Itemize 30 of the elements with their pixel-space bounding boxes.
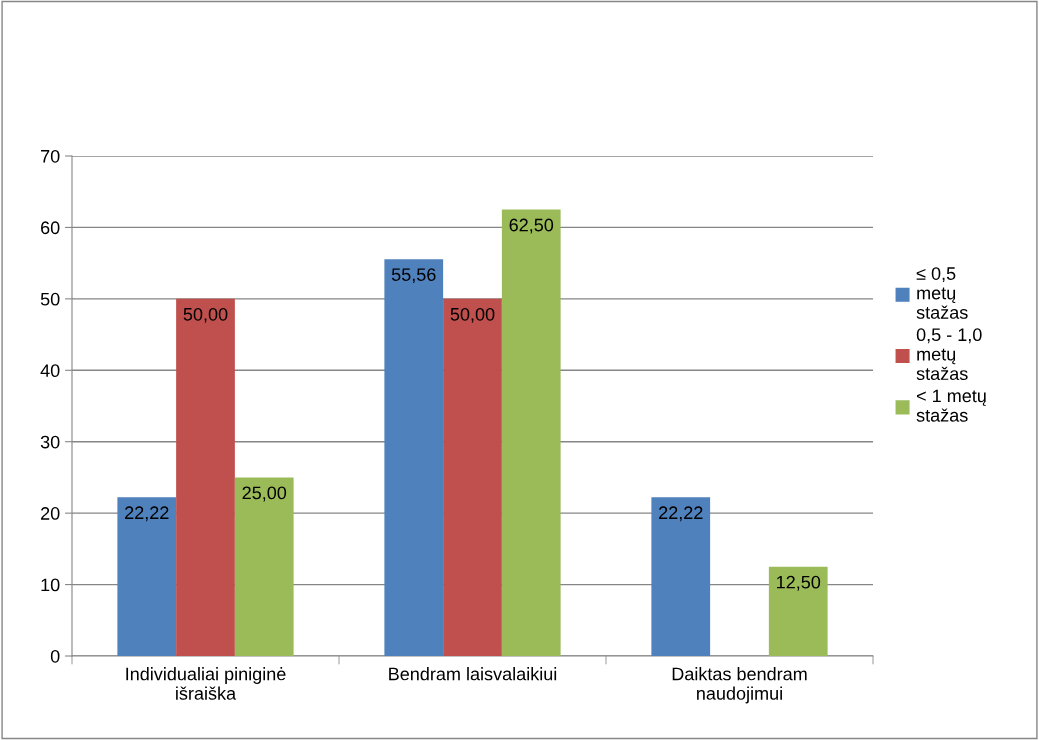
bar bbox=[443, 298, 502, 656]
y-tick-label: 10 bbox=[41, 578, 60, 592]
x-tick-label: Individualiai piniginė išraiška bbox=[126, 667, 286, 700]
x-tick-label: Daiktas bendram naudojimui bbox=[672, 667, 807, 704]
legend-label: 0,5 - 1,0 metų stažas bbox=[916, 328, 982, 381]
bar bbox=[501, 209, 561, 656]
bar bbox=[117, 497, 177, 656]
data-label: 55,56 bbox=[391, 268, 436, 284]
y-tick-label: 60 bbox=[41, 221, 60, 235]
bar bbox=[768, 566, 828, 656]
data-label: 22,22 bbox=[125, 506, 169, 522]
data-label: 22,22 bbox=[659, 506, 703, 522]
y-tick-label: 30 bbox=[40, 435, 60, 449]
data-label: 12,50 bbox=[777, 575, 821, 591]
data-label: 50,00 bbox=[450, 307, 495, 323]
x-tick-label: Bendram laisvalaikiui bbox=[389, 667, 557, 681]
data-label: 25,00 bbox=[242, 486, 287, 502]
bar bbox=[176, 298, 235, 656]
bar bbox=[234, 477, 294, 656]
y-tick-label: 40 bbox=[40, 364, 60, 378]
y-tick-label: 20 bbox=[41, 507, 60, 520]
legend-label: ≤ 0,5 metų stažas bbox=[916, 267, 968, 319]
data-label: 50,00 bbox=[183, 307, 228, 323]
y-tick-label: 70 bbox=[41, 149, 60, 163]
y-tick-label: 0 bbox=[50, 649, 60, 663]
legend-label: < 1 metų stažas bbox=[916, 389, 986, 422]
y-tick-label: 50 bbox=[40, 292, 60, 306]
bar bbox=[384, 259, 444, 656]
data-label: 62,50 bbox=[509, 218, 554, 234]
bar bbox=[651, 497, 711, 656]
